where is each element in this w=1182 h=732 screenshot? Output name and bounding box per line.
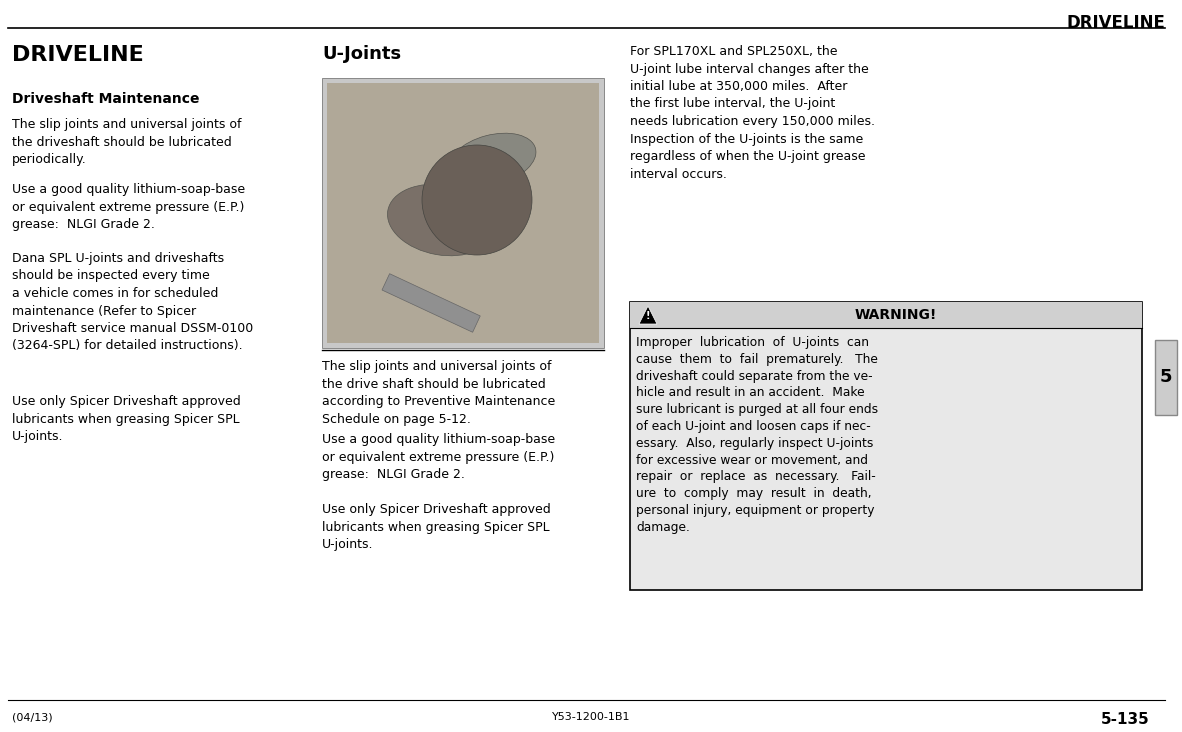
Circle shape bbox=[422, 145, 532, 255]
Text: (04/13): (04/13) bbox=[12, 712, 53, 722]
Text: Y53-1200-1B1: Y53-1200-1B1 bbox=[552, 712, 630, 722]
Text: For SPL170XL and SPL250XL, the
U-joint lube interval changes after the
initial l: For SPL170XL and SPL250XL, the U-joint l… bbox=[630, 45, 875, 181]
Text: The slip joints and universal joints of
the driveshaft should be lubricated
peri: The slip joints and universal joints of … bbox=[12, 118, 241, 166]
Text: Use a good quality lithium-soap-base
or equivalent extreme pressure (E.P.)
greas: Use a good quality lithium-soap-base or … bbox=[322, 433, 556, 481]
Text: DRIVELINE: DRIVELINE bbox=[1066, 14, 1165, 32]
Text: 5-135: 5-135 bbox=[1102, 712, 1150, 727]
Text: The slip joints and universal joints of
the drive shaft should be lubricated
acc: The slip joints and universal joints of … bbox=[322, 360, 556, 425]
Text: Improper  lubrication  of  U-joints  can
cause  them  to  fail  prematurely.   T: Improper lubrication of U-joints can cau… bbox=[636, 336, 878, 534]
Polygon shape bbox=[639, 306, 657, 324]
Text: 5: 5 bbox=[1160, 368, 1173, 386]
Ellipse shape bbox=[388, 184, 496, 255]
Text: Dana SPL U-joints and driveshafts
should be inspected every time
a vehicle comes: Dana SPL U-joints and driveshafts should… bbox=[12, 252, 253, 353]
Text: U-Joints: U-Joints bbox=[322, 45, 401, 63]
Bar bbox=[322, 78, 604, 348]
Ellipse shape bbox=[448, 133, 535, 187]
Bar bbox=[1155, 340, 1177, 415]
Bar bbox=[630, 302, 1142, 590]
Bar bbox=[382, 274, 480, 332]
Text: WARNING!: WARNING! bbox=[855, 308, 937, 322]
Text: Use a good quality lithium-soap-base
or equivalent extreme pressure (E.P.)
greas: Use a good quality lithium-soap-base or … bbox=[12, 183, 245, 231]
Text: Driveshaft Maintenance: Driveshaft Maintenance bbox=[12, 92, 200, 106]
Text: Use only Spicer Driveshaft approved
lubricants when greasing Spicer SPL
U-joints: Use only Spicer Driveshaft approved lubr… bbox=[12, 395, 241, 443]
Text: DRIVELINE: DRIVELINE bbox=[12, 45, 144, 65]
Bar bbox=[327, 83, 599, 343]
Text: !: ! bbox=[645, 311, 650, 321]
Bar bbox=[630, 302, 1142, 328]
Text: Use only Spicer Driveshaft approved
lubricants when greasing Spicer SPL
U-joints: Use only Spicer Driveshaft approved lubr… bbox=[322, 503, 551, 551]
